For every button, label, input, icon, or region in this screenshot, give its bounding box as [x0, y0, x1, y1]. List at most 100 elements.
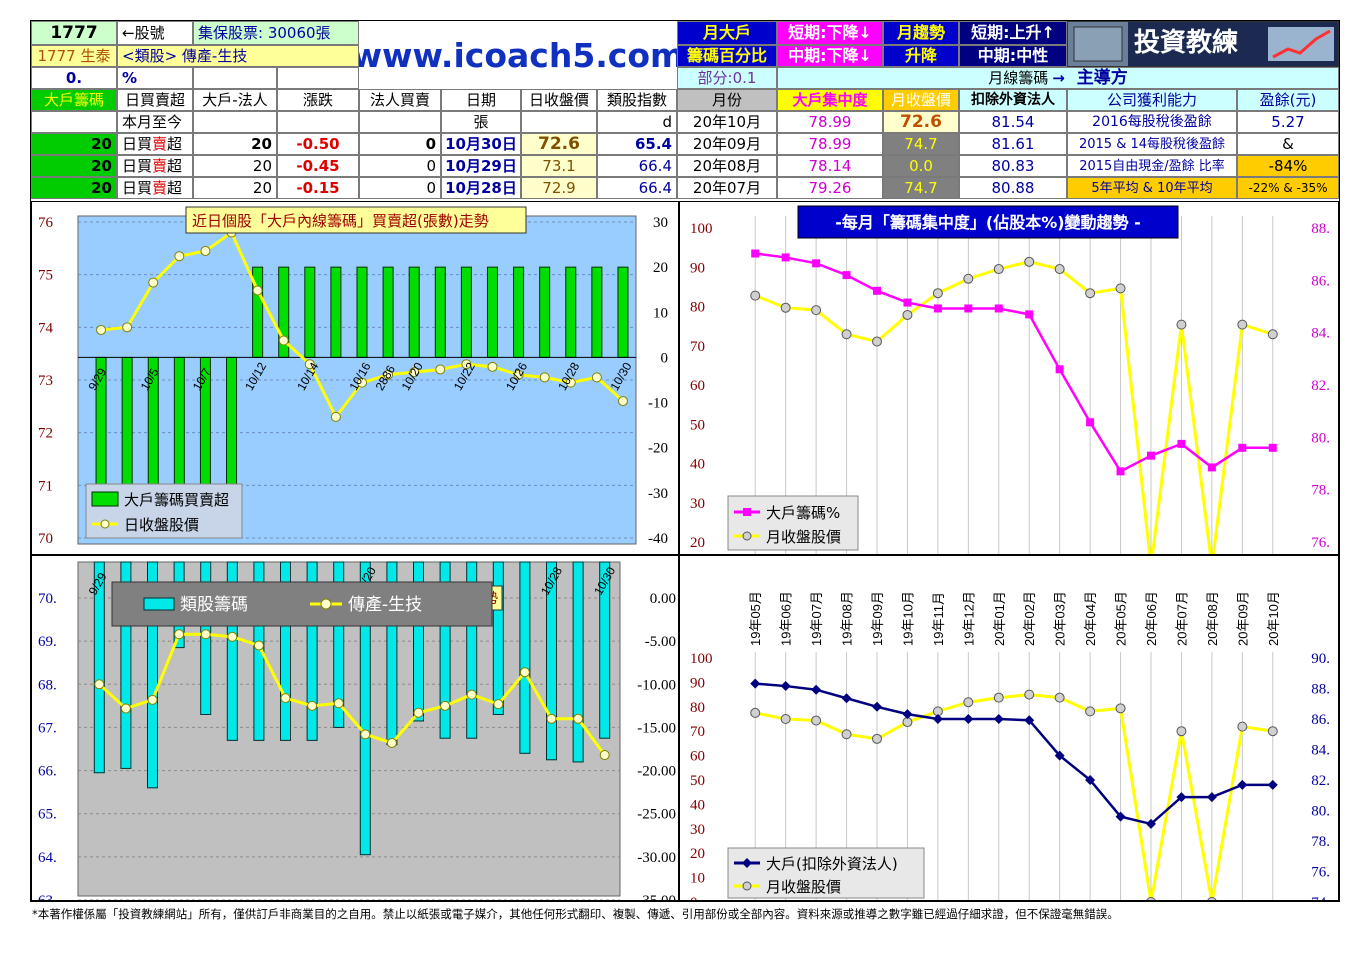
- y-right-tick: 78.: [1311, 834, 1330, 850]
- y-right-tick: 86.: [1311, 273, 1330, 289]
- month-label: 20年10月: [677, 111, 777, 133]
- col-header-date: 日期: [441, 89, 521, 111]
- legend-box: [111, 581, 493, 627]
- row-close: 72.6: [521, 133, 597, 155]
- row-sector-index: 66.4: [597, 155, 677, 177]
- website-link[interactable]: www.icoach5.com: [359, 35, 677, 75]
- point-daily-close: [357, 377, 367, 388]
- col-header-eps: 盈餘(元): [1237, 89, 1339, 111]
- point-daily-close: [383, 369, 394, 380]
- point-sector-index: [386, 737, 397, 748]
- month-row-d: d: [597, 111, 677, 133]
- legend-box: [85, 483, 243, 539]
- rise-fall: 升降: [883, 45, 959, 67]
- y-left-tick: 10: [690, 871, 705, 887]
- legend-label: 月收盤股價: [766, 878, 841, 896]
- y-left-tick: 67.: [38, 720, 57, 736]
- point-monthly-close: [1024, 689, 1035, 700]
- point-daily-close: [435, 364, 446, 375]
- y-left-tick: 60: [690, 378, 705, 394]
- y-right-tick: 30: [653, 215, 668, 231]
- y-left-tick: 100: [690, 651, 713, 667]
- y-left-tick: 50: [690, 417, 705, 433]
- x-tick-label: 19年09月: [870, 591, 885, 646]
- legend-marker: [100, 519, 110, 529]
- legend-marker: [742, 881, 752, 891]
- legend-label: 大戶(扣除外資法人): [766, 855, 898, 873]
- point-monthly-close: [1024, 256, 1035, 267]
- y-left-tick: 30: [690, 822, 705, 838]
- big-holder-month: 月大戶: [677, 21, 777, 45]
- y-right-tick: -10.00: [637, 677, 676, 693]
- point-monthly-close: [963, 273, 974, 284]
- y-left-tick: 80: [690, 300, 705, 316]
- point-holder-excl-foreign: [932, 714, 943, 724]
- legend-box: [727, 847, 925, 899]
- bar-holder-net: [304, 266, 316, 358]
- row-inst: 0: [359, 177, 441, 199]
- eps-value: 5.27: [1237, 111, 1339, 133]
- y-right-tick: 82.: [1311, 378, 1330, 394]
- stock-code[interactable]: 1777: [31, 21, 117, 45]
- legend-label: 日收盤股價: [124, 516, 199, 534]
- y-right-tick: 90.: [1311, 651, 1330, 667]
- chart-sector-chips: 63. 64. 65. 66. 67. 68. 69. 70. -35.00 -30.00 -25.…: [31, 555, 679, 901]
- month-close: 74.7: [883, 133, 959, 155]
- y-right-tick: -40: [648, 531, 668, 547]
- y-left-tick: 63.: [38, 893, 57, 901]
- stock-code-hint: ←股號: [117, 21, 193, 45]
- point-daily-close: [539, 372, 550, 383]
- month-excl-foreign: 81.54: [959, 111, 1067, 133]
- shares-label: 集保股票: 30060張: [193, 21, 359, 45]
- y-left-tick: 65.: [38, 807, 57, 823]
- point-monthly-close: [780, 714, 791, 724]
- point-daily-close: [330, 411, 341, 422]
- bar-holder-net: [617, 266, 629, 358]
- point-holder-pct: [1238, 443, 1247, 452]
- legend-swatch: [143, 597, 175, 611]
- x-tick-label: 19年12月: [961, 591, 976, 646]
- point-holder-excl-foreign: [780, 681, 791, 692]
- chart-holder-excl-foreign: 19年05月 19年06月 19年07月 19年08月 19年09月 19年10月 19年1…: [679, 555, 1339, 901]
- point-sector-index: [466, 689, 477, 700]
- point-monthly-close: [963, 697, 974, 708]
- point-daily-close: [122, 322, 133, 333]
- bar-holder-net: [591, 266, 603, 358]
- point-sector-index: [546, 713, 557, 724]
- x-tick-label: 20年10月: [1266, 591, 1281, 646]
- col-header-big-holder: 大戶籌碼: [31, 89, 117, 111]
- short-term-down: 短期:下降↓: [777, 21, 883, 45]
- col-header-month: 月份: [677, 89, 777, 111]
- y-right-tick: -20.00: [637, 764, 676, 780]
- point-sector-index: [440, 700, 451, 711]
- monthly-chip-label: 月線籌碼: [988, 68, 1049, 87]
- row-holder-net: 20: [31, 133, 117, 155]
- bar-sector-chip: [466, 561, 478, 739]
- point-sector-index: [174, 629, 185, 640]
- x-tick-label: 19年10月: [900, 591, 915, 646]
- dominant-side: 主導方: [1076, 67, 1128, 88]
- bar-holder-net: [513, 266, 525, 358]
- point-holder-excl-foreign: [1206, 792, 1217, 803]
- legend-label: 大戶籌碼買賣超: [124, 491, 229, 509]
- y-left-tick: 100: [690, 221, 713, 237]
- month-concentration: 79.26: [777, 177, 883, 199]
- eps-value: -84%: [1237, 155, 1339, 177]
- pct-unit: %: [117, 67, 193, 89]
- point-monthly-close: [902, 309, 913, 320]
- profit-label: 2015自由現金/盈餘 比率: [1067, 155, 1237, 177]
- point-monthly-close: [993, 264, 1004, 275]
- x-tick-label: 19年05月: [748, 591, 763, 646]
- y-right-tick: 86.: [1311, 712, 1330, 728]
- point-holder-pct: [1268, 443, 1277, 452]
- row-holder-net: 20: [31, 177, 117, 199]
- point-monthly-close: [993, 692, 1004, 703]
- col-header-sector-index: 類股指數: [597, 89, 677, 111]
- y-right-tick: 80.: [1311, 430, 1330, 446]
- y-left-tick: 70: [690, 339, 705, 355]
- y-right-tick: 84.: [1311, 743, 1330, 759]
- point-holder-excl-foreign: [963, 714, 974, 724]
- y-left-tick: 90: [690, 675, 705, 691]
- row-holder-net: 20: [31, 155, 117, 177]
- y-right-tick: 0: [661, 350, 669, 366]
